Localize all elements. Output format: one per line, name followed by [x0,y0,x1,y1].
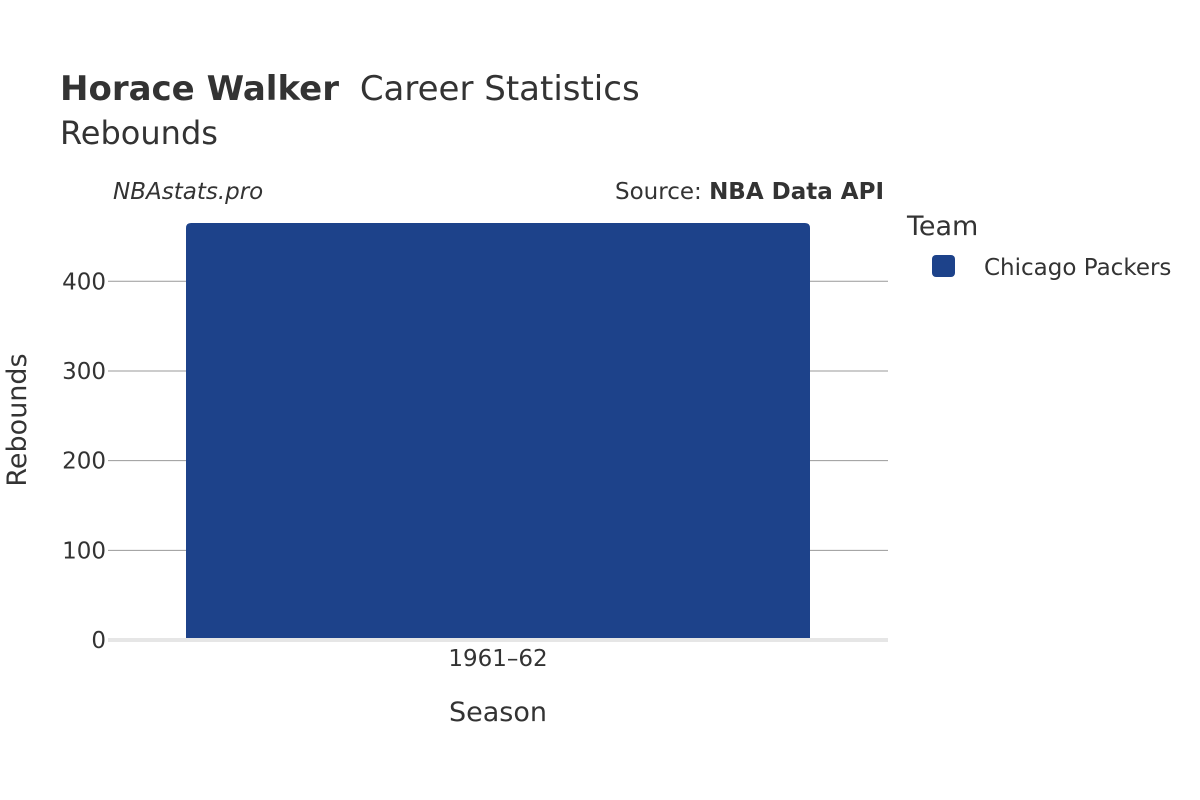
legend-swatch [932,255,955,277]
y-tick-label: 0 [91,628,106,654]
x-axis-label: Season [449,697,547,728]
source-credit: Source: NBA Data API [615,179,884,205]
site-credit: NBAstats.pro [113,179,263,205]
bars [186,223,810,640]
x-tick-label: 1961–62 [448,646,547,672]
y-tick-labels: 0 100 200 300 400 [62,269,106,654]
chart-title-rest: Career Statistics [360,69,640,109]
source-name: NBA Data API [709,179,884,205]
chart-title-bold: Horace Walker [60,69,339,109]
y-tick-label: 200 [62,449,106,475]
y-tick-label: 300 [62,359,106,385]
source-prefix: Source: [615,179,709,205]
chart-title: Horace Walker Career Statistics [60,69,640,109]
y-axis-label: Rebounds [2,353,33,486]
legend-title: Team [906,211,978,242]
y-tick-label: 400 [62,269,106,295]
y-tick-label: 100 [62,538,106,564]
legend-item[interactable]: Chicago Packers [932,255,1171,281]
chart-subtitle: Rebounds [60,114,218,152]
legend-label: Chicago Packers [984,255,1171,281]
x-tick-labels: 1961–62 [448,646,547,672]
bar[interactable] [186,223,810,640]
